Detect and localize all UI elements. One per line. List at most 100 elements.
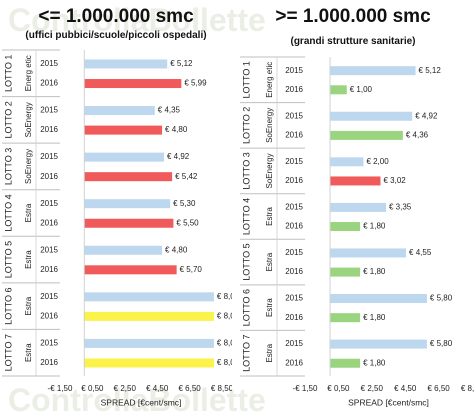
data-label: € 1,00 xyxy=(350,85,373,94)
supplier-label: Estra xyxy=(24,203,33,222)
tick-label: -€ 1,50 xyxy=(293,384,318,393)
supplier-label: Estra xyxy=(265,252,274,271)
lotto-label: LOTTO 2 xyxy=(3,101,13,138)
year-label: 2015 xyxy=(285,111,303,120)
bar xyxy=(84,172,173,182)
bar xyxy=(330,358,361,368)
tick-label: € 0,50 xyxy=(327,384,350,393)
bar xyxy=(84,338,214,348)
data-label: € 1,80 xyxy=(363,267,386,276)
data-label: € 5,12 xyxy=(170,59,193,68)
x-axis-label: SPREAD [€cent/smc] xyxy=(101,397,182,407)
bar xyxy=(84,245,163,255)
supplier-label: Estra xyxy=(265,298,274,317)
year-label: 2016 xyxy=(40,79,58,88)
data-label: € 5,70 xyxy=(180,265,203,274)
data-label: € 3,02 xyxy=(383,176,406,185)
supplier-label: Estra xyxy=(265,207,274,226)
year-label: 2016 xyxy=(285,358,303,367)
data-label: € 4,80 xyxy=(165,125,188,134)
lotto-label: LOTTO 6 xyxy=(241,289,251,326)
tick-label: € 4,50 xyxy=(146,384,169,393)
year-label: 2015 xyxy=(40,245,58,254)
year-label: 2015 xyxy=(285,294,303,303)
supplier-label: Energ etic xyxy=(265,62,274,98)
year-label: 2016 xyxy=(40,125,58,134)
data-label: € 4,36 xyxy=(406,130,429,139)
bar xyxy=(330,339,427,349)
year-label: 2016 xyxy=(40,358,58,367)
tick-label: € 2,50 xyxy=(361,384,384,393)
year-label: 2015 xyxy=(285,157,303,166)
year-label: 2015 xyxy=(40,292,58,301)
data-label: € 5,12 xyxy=(419,66,442,75)
tick-label: € 2,50 xyxy=(114,384,137,393)
data-label: € 5,99 xyxy=(184,79,207,88)
bar xyxy=(84,358,214,368)
bar xyxy=(330,222,361,232)
year-label: 2016 xyxy=(285,222,303,231)
bar xyxy=(84,79,182,89)
data-label: € 8,00 xyxy=(217,311,232,320)
left-chart-subtitle: (uffici pubbici/scuole/piccoli ospedali) xyxy=(25,30,207,41)
bar xyxy=(330,294,427,304)
year-label: 2016 xyxy=(40,311,58,320)
data-label: € 8,00 xyxy=(217,339,232,348)
lotto-label: LOTTO 5 xyxy=(241,243,251,280)
lotto-label: LOTTO 2 xyxy=(241,107,251,144)
data-label: € 4,92 xyxy=(415,111,438,120)
data-label: € 4,35 xyxy=(158,106,181,115)
right-chart-subtitle: (grandi strutture sanitarie) xyxy=(290,36,416,47)
tick-label: € 6,50 xyxy=(427,384,450,393)
lotto-label: LOTTO 6 xyxy=(3,287,13,324)
year-label: 2016 xyxy=(285,176,303,185)
supplier-label: Estra xyxy=(24,343,33,362)
tick-label: € 6,50 xyxy=(178,384,201,393)
data-label: € 3,35 xyxy=(389,202,412,211)
bar xyxy=(84,199,171,209)
right-chart-title: >= 1.000.000 smc xyxy=(275,6,431,27)
bar xyxy=(84,292,214,302)
year-label: 2015 xyxy=(40,152,58,161)
year-label: 2015 xyxy=(285,339,303,348)
right-bar-chart: LOTTO 1 Energ etic 2015 € 5,12 2016 € 1,00 LOT… xyxy=(240,56,474,407)
left-chart-title: <= 1.000.000 smc xyxy=(38,6,194,27)
supplier-label: SoEnergy xyxy=(24,149,33,184)
lotto-label: LOTTO 7 xyxy=(3,334,13,371)
lotto-label: LOTTO 5 xyxy=(3,241,13,278)
bar xyxy=(330,111,413,121)
bar xyxy=(330,85,347,95)
supplier-label: Estra xyxy=(265,343,274,362)
bar xyxy=(330,248,407,258)
data-label: € 4,80 xyxy=(165,245,188,254)
bar xyxy=(330,313,361,323)
year-label: 2016 xyxy=(40,265,58,274)
year-label: 2015 xyxy=(40,199,58,208)
supplier-label: SoEnergy xyxy=(265,108,274,143)
year-label: 2016 xyxy=(285,130,303,139)
bar xyxy=(84,59,168,69)
supplier-label: SoEnergy xyxy=(265,153,274,188)
year-label: 2016 xyxy=(40,172,58,181)
bar xyxy=(84,125,163,135)
left-bar-chart: LOTTO 1 Energ etic 2015 € 5,12 2016 € 5,99 LOT… xyxy=(2,49,232,407)
bar xyxy=(84,218,174,228)
lotto-label: LOTTO 1 xyxy=(241,61,251,98)
bar xyxy=(84,152,165,162)
lotto-label: LOTTO 3 xyxy=(241,152,251,189)
tick-label: € 0,50 xyxy=(81,384,104,393)
year-label: 2015 xyxy=(40,106,58,115)
tick-label: € 4,50 xyxy=(394,384,417,393)
data-label: € 5,42 xyxy=(175,172,198,181)
bar xyxy=(84,106,155,116)
lotto-label: LOTTO 4 xyxy=(3,194,13,231)
supplier-label: Estra xyxy=(24,250,33,269)
year-label: 2015 xyxy=(40,339,58,348)
data-label: € 5,30 xyxy=(173,199,196,208)
data-label: € 8,00 xyxy=(217,358,232,367)
bar xyxy=(330,66,416,76)
year-label: 2015 xyxy=(285,66,303,75)
supplier-label: Energ etic xyxy=(24,55,33,91)
tick-label: € 8,50 xyxy=(211,384,232,393)
